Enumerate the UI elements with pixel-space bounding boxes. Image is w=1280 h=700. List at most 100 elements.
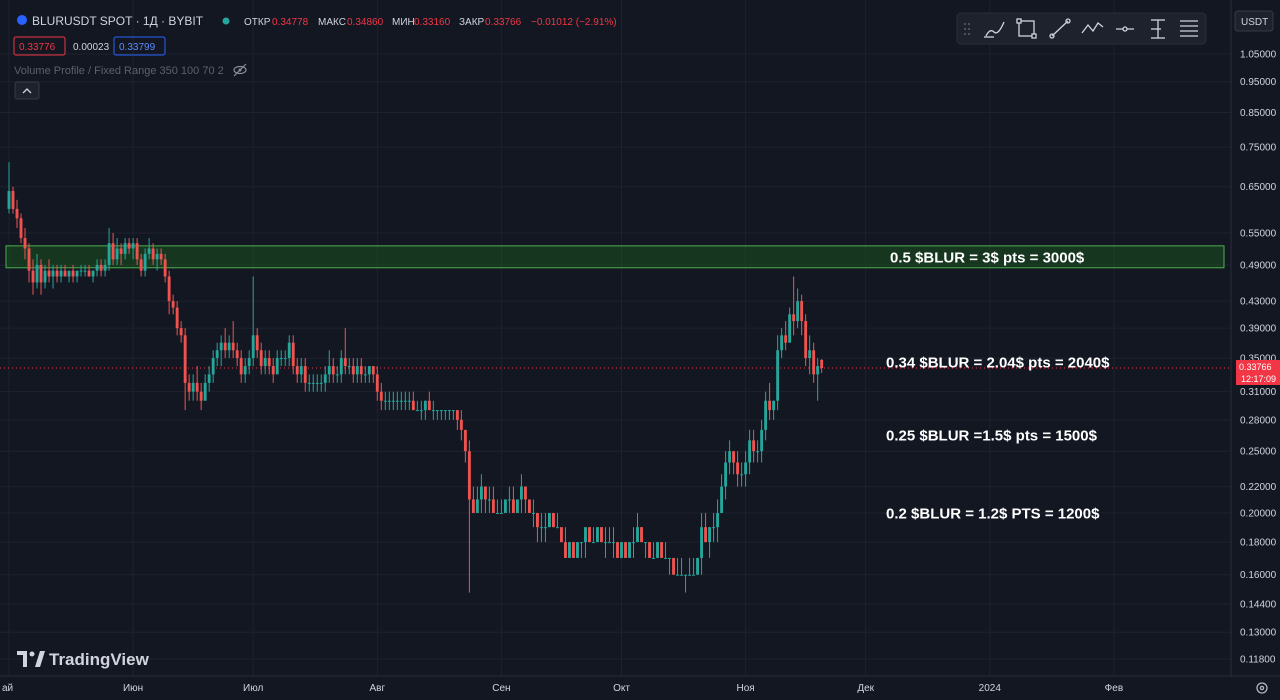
candle	[51, 264, 55, 289]
candle	[43, 264, 47, 289]
candle-body	[83, 270, 87, 272]
candle	[27, 243, 31, 283]
candle	[323, 366, 327, 392]
symbol-title[interactable]: BLURUSDT SPOT · 1Д · BYBIT	[32, 14, 204, 28]
candle-body	[307, 382, 311, 384]
candle	[543, 512, 547, 543]
candle-body	[227, 342, 231, 351]
settings-icon[interactable]	[1256, 682, 1268, 694]
price-tick-label: 0.14400	[1240, 599, 1277, 610]
candle-body	[548, 512, 551, 528]
candle-body	[604, 542, 607, 544]
candle	[19, 213, 23, 244]
candle	[227, 335, 231, 359]
candle	[143, 248, 147, 277]
candle-body	[491, 499, 495, 513]
candle-body	[111, 243, 115, 260]
candle	[335, 366, 339, 383]
candle	[608, 527, 611, 544]
candle	[716, 499, 720, 543]
currency-button[interactable]	[1234, 10, 1274, 32]
candle	[411, 391, 415, 411]
ohlc-high-value: 0.34860	[347, 17, 384, 28]
candle-body	[187, 382, 191, 392]
price-tick-label: 0.49000	[1240, 260, 1277, 271]
drag-handle-icon[interactable]	[964, 23, 970, 35]
candle-body	[423, 400, 427, 411]
price-tick-label: 0.85000	[1240, 108, 1277, 119]
trend-line-icon[interactable]	[1049, 18, 1071, 39]
candle	[431, 400, 435, 420]
candle	[808, 335, 812, 375]
candle-body	[267, 358, 271, 367]
brush-icon[interactable]	[984, 21, 1005, 38]
candle	[159, 248, 163, 265]
candle-body	[371, 366, 375, 375]
candle	[247, 350, 251, 375]
ask-box[interactable]	[113, 36, 166, 56]
bid-box[interactable]	[13, 36, 66, 56]
rectangle-icon[interactable]	[1016, 18, 1037, 39]
candle-body	[415, 410, 419, 412]
currency-label[interactable]: USDT	[1241, 17, 1268, 28]
candle	[79, 264, 83, 277]
candle-body	[800, 301, 804, 322]
candle	[812, 342, 816, 383]
price-tick-label: 0.55000	[1240, 228, 1277, 239]
horizontal-ray-icon[interactable]	[1116, 26, 1134, 32]
more-icon[interactable]	[1180, 20, 1198, 37]
candle-body	[471, 499, 475, 513]
candle	[215, 342, 219, 367]
candle	[315, 374, 319, 392]
time-ticks: ай Июн Июл Авг Сен Окт Ноя Дек 2024 Фев	[2, 683, 1123, 694]
candle	[183, 328, 187, 411]
candle-body	[239, 358, 243, 375]
candle-body	[407, 400, 411, 402]
price-tick-label: 0.13000	[1240, 628, 1277, 639]
collapse-button[interactable]	[14, 81, 40, 100]
candle	[556, 512, 559, 529]
candle	[419, 400, 423, 420]
candle-body	[347, 366, 351, 368]
candle	[187, 374, 191, 401]
last-price-value: 0.33766	[1239, 362, 1272, 372]
candle	[672, 557, 675, 575]
candle	[263, 350, 267, 375]
candle-body	[788, 314, 792, 343]
candle	[15, 199, 19, 228]
time-axis[interactable]: ай Июн Июл Авг Сен Окт Ноя Дек 2024 Фев	[0, 675, 1280, 694]
fixed-range-icon[interactable]	[1151, 19, 1165, 39]
candle	[475, 486, 479, 513]
candle-body	[632, 542, 635, 544]
candle-body	[379, 391, 383, 401]
candle	[560, 527, 563, 543]
candle-body	[796, 301, 800, 322]
eye-off-icon[interactable]	[233, 63, 247, 77]
candle	[736, 451, 740, 487]
time-tick-label: Июн	[123, 683, 143, 694]
candle-body	[479, 486, 483, 500]
ask-price[interactable]: 0.33799	[119, 42, 156, 53]
candle	[439, 410, 443, 420]
candle-body	[720, 486, 724, 513]
candle	[95, 259, 99, 277]
candle-body	[676, 574, 679, 576]
candle	[616, 542, 619, 558]
candle-body	[387, 400, 391, 402]
indicator-label[interactable]: Volume Profile / Fixed Range 350 100 70 …	[14, 65, 224, 77]
candle-body	[680, 574, 683, 576]
candle	[291, 335, 295, 375]
candle-body	[608, 542, 611, 544]
path-icon[interactable]	[1081, 22, 1104, 34]
candle-body	[175, 307, 179, 329]
price-axis[interactable]: 1.05000 0.95000 0.85000 0.75000 0.65000 0.550…	[1230, 0, 1280, 676]
candle	[720, 474, 724, 513]
candle-body	[159, 253, 163, 260]
candle	[784, 321, 788, 351]
price-tick-label: 0.31000	[1240, 387, 1277, 398]
bid-price[interactable]: 0.33776	[19, 42, 56, 53]
candle	[123, 238, 127, 260]
price-tick-label: 0.28000	[1240, 415, 1277, 426]
candle	[75, 270, 79, 283]
